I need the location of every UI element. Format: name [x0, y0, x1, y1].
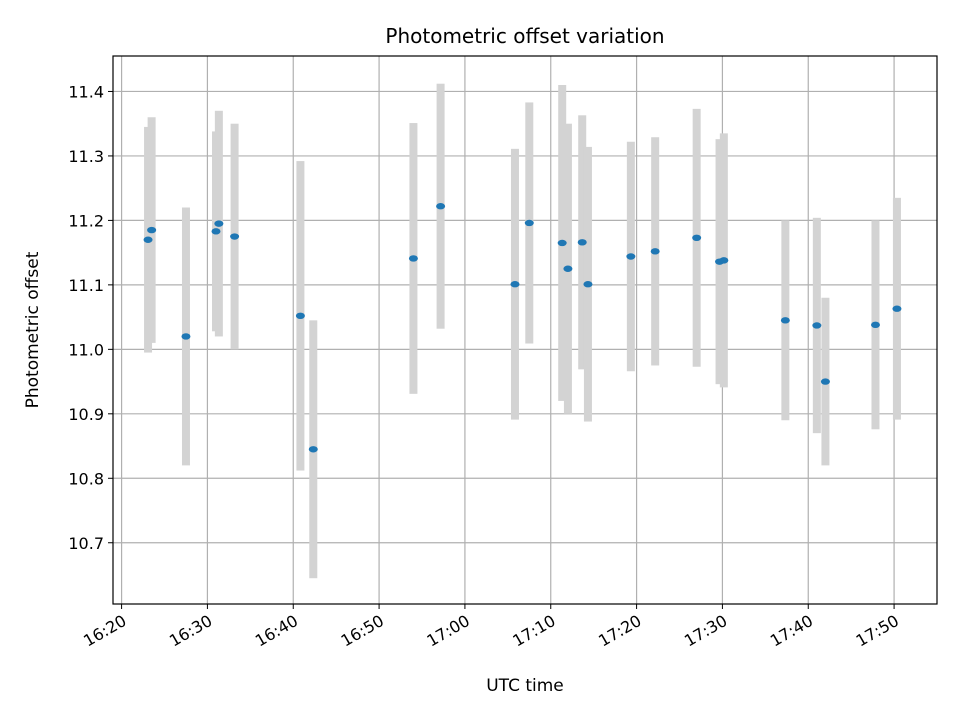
data-point — [143, 236, 153, 243]
data-point — [870, 321, 880, 329]
y-axis: 10.7 10.8 10.9 11.0 11.1 11.2 11.3 11.4 — [68, 82, 113, 553]
data-point — [181, 333, 191, 340]
data-point — [719, 257, 729, 264]
data-point — [214, 220, 224, 227]
y-tick-label: 11.1 — [68, 276, 104, 295]
data-point — [626, 253, 636, 260]
y-tick-label: 10.7 — [68, 534, 104, 553]
chart-title: Photometric offset variation — [385, 24, 664, 48]
data-point — [892, 305, 902, 312]
data-point — [557, 239, 567, 247]
y-tick-label: 11.0 — [68, 340, 104, 359]
y-tick-label: 10.8 — [68, 469, 104, 488]
y-axis-label: Photometric offset — [23, 251, 43, 408]
y-tick-label: 11.3 — [68, 147, 104, 166]
data-point — [524, 219, 534, 227]
data-point — [577, 239, 587, 246]
x-axis-label: UTC time — [486, 676, 564, 696]
data-point — [308, 446, 318, 453]
plot-frame — [112, 55, 938, 605]
data-point — [692, 234, 702, 242]
data-points — [143, 203, 902, 453]
data-point — [295, 312, 305, 320]
y-tick-label: 10.9 — [68, 405, 104, 424]
data-point — [563, 265, 573, 272]
data-point — [436, 203, 446, 210]
data-point — [812, 322, 822, 329]
data-point — [230, 233, 240, 240]
data-point — [211, 228, 221, 235]
data-point — [780, 317, 790, 324]
data-point — [820, 378, 830, 385]
data-point — [408, 255, 418, 262]
data-point — [650, 248, 660, 255]
data-point — [510, 281, 520, 288]
data-point — [583, 281, 593, 288]
data-point — [147, 226, 157, 234]
y-tick-label: 11.4 — [68, 82, 104, 101]
y-tick-label: 11.2 — [68, 211, 104, 230]
